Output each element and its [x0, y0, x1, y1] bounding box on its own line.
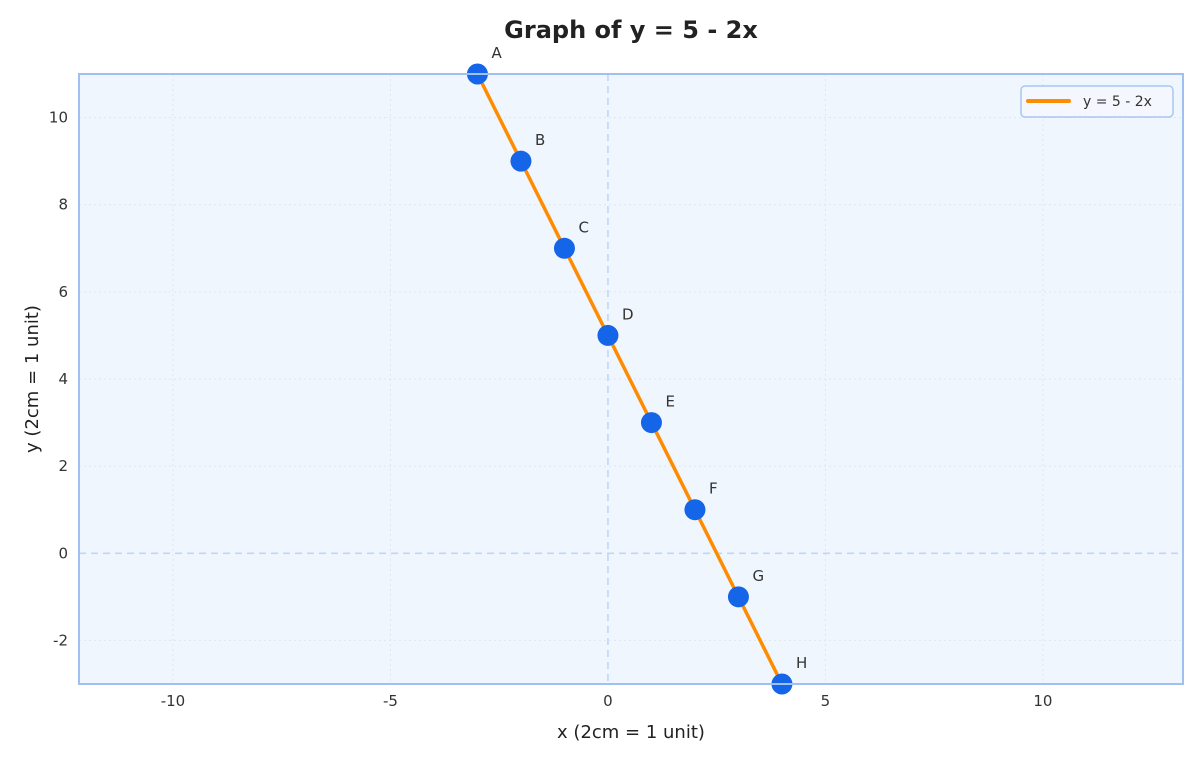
- data-point-label: H: [796, 654, 807, 672]
- y-tick-label: 2: [58, 457, 68, 475]
- x-tick-label: -5: [383, 692, 398, 710]
- y-tick-label: -2: [53, 631, 68, 649]
- data-point-marker: [510, 150, 532, 172]
- x-tick-label: 5: [821, 692, 831, 710]
- data-point-label: E: [665, 393, 674, 411]
- y-tick-label: 10: [49, 109, 68, 127]
- data-point-label: B: [535, 131, 545, 149]
- x-tick-label: 0: [603, 692, 613, 710]
- data-point-marker: [597, 324, 619, 346]
- grid-lines: [79, 74, 1183, 684]
- chart-title: Graph of y = 5 - 2x: [504, 16, 758, 44]
- series-line: [475, 73, 784, 685]
- y-tick-label: 6: [58, 283, 68, 301]
- zero-axis-lines: [79, 74, 1183, 684]
- legend-box: [1020, 85, 1174, 118]
- data-point-marker: [727, 586, 749, 608]
- y-tick-label: 8: [58, 196, 68, 214]
- data-point-marker: [684, 499, 706, 521]
- y-axis-ticks: -2 0 2 4 6 8 10: [49, 109, 68, 650]
- data-point-marker: [640, 412, 662, 434]
- data-point-label: G: [752, 567, 764, 585]
- data-point-label: F: [709, 480, 718, 498]
- plot-frame: [78, 73, 1184, 685]
- x-axis-label: x (2cm = 1 unit): [557, 722, 705, 743]
- x-axis-ticks: -10 -5 0 5 10: [161, 692, 1053, 710]
- x-tick-label: -10: [161, 692, 186, 710]
- y-tick-label: 0: [58, 544, 68, 562]
- legend: y = 5 - 2x: [1020, 85, 1174, 118]
- legend-label: y = 5 - 2x: [1083, 94, 1152, 110]
- data-point-label: A: [491, 44, 502, 62]
- data-point-label: D: [622, 305, 634, 323]
- data-point-label: C: [578, 218, 588, 236]
- y-tick-label: 4: [58, 370, 68, 388]
- x-tick-label: 10: [1033, 692, 1052, 710]
- data-point-marker: [553, 237, 575, 259]
- y-axis-label: y (2cm = 1 unit): [22, 305, 43, 453]
